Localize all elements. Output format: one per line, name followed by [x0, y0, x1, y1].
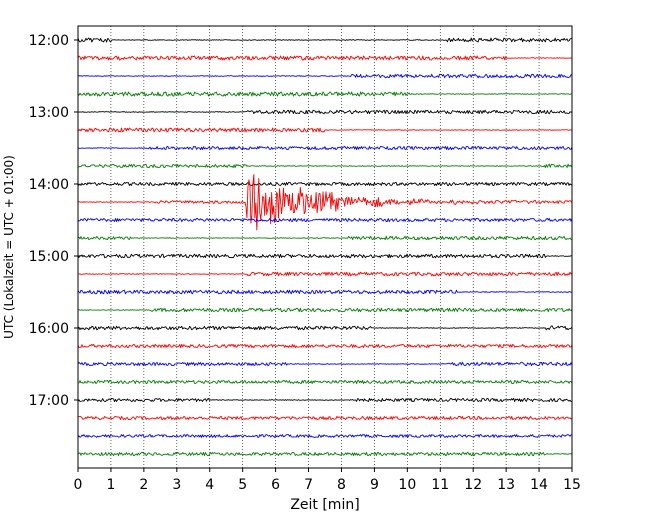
trace-line [77, 163, 573, 169]
trace-line [77, 55, 573, 61]
x-tick-label: 11 [431, 477, 449, 493]
x-axis-label: Zeit [min] [290, 497, 359, 513]
trace-line [77, 271, 573, 277]
trace-line [77, 361, 573, 367]
trace-line [77, 397, 573, 403]
trace-line [77, 415, 573, 421]
x-tick-label: 3 [172, 477, 181, 493]
x-tick-label: 14 [530, 477, 548, 493]
x-tick-label: 8 [337, 477, 346, 493]
x-axis: 0 1 2 3 4 5 6 7 8 9 10 11 12 13 14 15 [74, 468, 581, 493]
trace-line [77, 181, 573, 187]
trace-line [77, 434, 573, 438]
trace-line [77, 289, 573, 295]
x-tick-label: 9 [370, 477, 379, 493]
trace-line [77, 127, 573, 133]
x-tick-label: 6 [271, 477, 280, 493]
x-tick-label: 0 [74, 477, 83, 493]
y-tick-label: 12:00 [29, 33, 69, 49]
x-tick-label: 12 [464, 477, 482, 493]
x-tick-label: 7 [304, 477, 313, 493]
y-axis-label: UTC (Lokalzeit = UTC + 01:00) [2, 155, 16, 339]
x-tick-label: 10 [398, 477, 416, 493]
y-tick-label: 13:00 [29, 105, 69, 121]
y-tick-label: 16:00 [29, 321, 69, 337]
trace-line [77, 343, 573, 349]
y-tick-label: 15:00 [29, 249, 69, 265]
trace-line [77, 37, 573, 43]
y-tick-label: 14:00 [29, 177, 69, 193]
x-tick-label: 13 [497, 477, 515, 493]
trace-line [77, 109, 573, 115]
x-tick-label: 5 [238, 477, 247, 493]
trace-line [77, 235, 573, 241]
plot-frame [77, 25, 573, 469]
x-tick-label: 4 [205, 477, 214, 493]
trace-line [77, 73, 573, 79]
trace-line [77, 145, 573, 151]
trace-line [77, 325, 573, 331]
x-tick-label: 2 [139, 477, 148, 493]
trace-line [77, 307, 573, 313]
trace-line [77, 91, 573, 97]
y-axis: 12:00 13:00 14:00 15:00 16:00 17:00 [29, 33, 78, 409]
trace-line [77, 451, 573, 457]
x-tick-label: 15 [563, 477, 581, 493]
trace-line [77, 379, 573, 385]
trace-line [77, 174, 573, 231]
x-tick-label: 1 [106, 477, 115, 493]
trace-line [77, 217, 573, 223]
trace-group [77, 37, 573, 457]
trace-line [77, 253, 573, 259]
y-tick-label: 17:00 [29, 393, 69, 409]
